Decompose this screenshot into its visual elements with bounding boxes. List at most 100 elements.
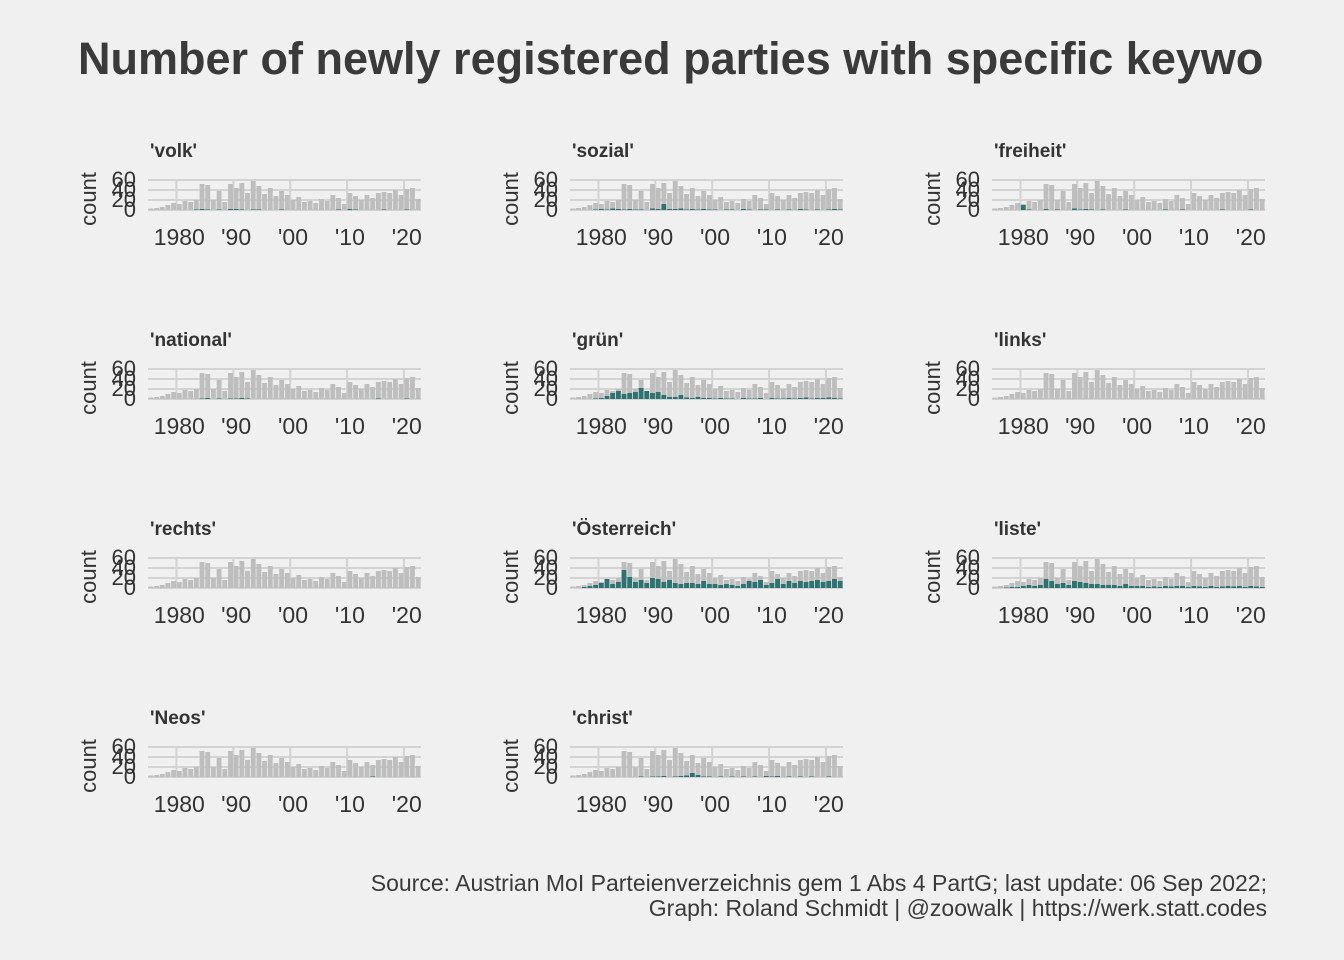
y-tick-label: 20 xyxy=(534,187,558,212)
keyword-bar xyxy=(689,398,695,399)
x-tick-label: '10 xyxy=(1179,413,1209,439)
total-bar xyxy=(1254,566,1259,588)
total-bar xyxy=(1003,585,1009,588)
total-bar xyxy=(1015,392,1021,399)
keyword-bar xyxy=(826,581,832,588)
total-bar xyxy=(188,202,194,210)
total-bar xyxy=(1003,207,1009,210)
total-bar xyxy=(307,201,313,210)
total-bar xyxy=(735,392,741,399)
total-bar xyxy=(296,575,302,588)
keyword-bar xyxy=(1072,208,1077,210)
total-bar xyxy=(1225,570,1231,588)
keyword-bar xyxy=(775,398,781,399)
keyword-bar xyxy=(1219,586,1225,588)
keyword-bar xyxy=(735,586,741,588)
y-tick-label: 0 xyxy=(546,197,558,222)
total-bar xyxy=(672,559,678,588)
keyword-bar xyxy=(792,583,798,588)
y-tick-label: 60 xyxy=(956,167,980,192)
keyword-bar xyxy=(610,208,616,210)
total-bar xyxy=(245,193,250,210)
total-bar xyxy=(587,772,593,777)
total-bar xyxy=(307,390,313,399)
keyword-bar xyxy=(1259,587,1265,588)
total-bar xyxy=(290,767,296,777)
total-bar xyxy=(1128,573,1134,588)
total-bar xyxy=(364,384,370,399)
total-bar xyxy=(706,762,712,777)
total-bar xyxy=(775,385,781,399)
total-bar xyxy=(398,573,404,588)
total-bar xyxy=(667,760,672,777)
keyword-bar xyxy=(706,584,712,588)
total-bar xyxy=(752,573,758,588)
x-tick-label: 1980 xyxy=(576,791,627,817)
y-tick-label: 20 xyxy=(112,376,136,401)
keyword-bar xyxy=(712,209,718,210)
keyword-bar xyxy=(627,393,633,399)
total-bar xyxy=(279,380,285,399)
total-bar xyxy=(992,397,998,399)
total-bar xyxy=(678,753,684,777)
y-tick-label: 60 xyxy=(112,167,136,192)
total-bar xyxy=(330,195,336,210)
total-bar xyxy=(415,577,421,588)
total-bar xyxy=(667,382,672,399)
keyword-bar xyxy=(718,585,724,588)
x-tick-label: 1980 xyxy=(154,224,205,250)
total-bar xyxy=(1208,384,1214,399)
x-tick-label: '10 xyxy=(757,791,787,817)
total-bar xyxy=(689,566,695,588)
total-bar xyxy=(256,753,262,777)
keyword-bar xyxy=(701,209,707,210)
total-bar xyxy=(347,193,353,210)
keyword-bar xyxy=(1254,586,1259,588)
total-bar xyxy=(837,766,843,777)
total-bar xyxy=(1054,200,1060,210)
keyword-bar xyxy=(741,776,746,777)
total-bar xyxy=(228,373,233,399)
total-bar xyxy=(1032,391,1038,399)
total-bar xyxy=(718,764,724,777)
facet-label: 'volk' xyxy=(150,141,197,162)
total-bar xyxy=(1094,559,1100,588)
y-tick-label: 40 xyxy=(112,177,136,202)
keyword-bar xyxy=(1089,584,1094,588)
total-bar xyxy=(1037,200,1043,210)
total-bar xyxy=(638,569,644,588)
total-bar xyxy=(415,388,421,399)
total-bar xyxy=(364,573,370,588)
y-tick-label: 20 xyxy=(956,376,980,401)
total-bar xyxy=(1015,203,1021,210)
x-tick-label: '90 xyxy=(643,224,673,250)
total-bar xyxy=(758,387,763,399)
total-bar xyxy=(171,203,177,210)
total-bar xyxy=(256,186,262,210)
total-bar xyxy=(182,201,188,210)
total-bar xyxy=(319,577,324,588)
total-bar xyxy=(313,392,319,399)
total-bar xyxy=(301,580,307,588)
total-bar xyxy=(1231,571,1237,588)
keyword-bar xyxy=(695,775,701,777)
total-bar xyxy=(262,194,268,210)
total-bar xyxy=(797,382,803,399)
keyword-bar xyxy=(723,584,729,588)
total-bar xyxy=(193,578,199,588)
total-bar xyxy=(296,764,302,777)
total-bar xyxy=(615,767,621,777)
keyword-bar xyxy=(581,587,587,588)
total-bar xyxy=(667,193,672,210)
y-tick-label: 60 xyxy=(112,734,136,759)
total-bar xyxy=(797,571,803,588)
total-bar xyxy=(330,384,336,399)
total-bar xyxy=(576,586,581,588)
keyword-bar xyxy=(1020,205,1026,210)
y-axis-title: count xyxy=(920,361,945,415)
x-tick-label: '10 xyxy=(335,224,365,250)
total-bar xyxy=(279,191,285,210)
total-bar xyxy=(387,382,393,399)
